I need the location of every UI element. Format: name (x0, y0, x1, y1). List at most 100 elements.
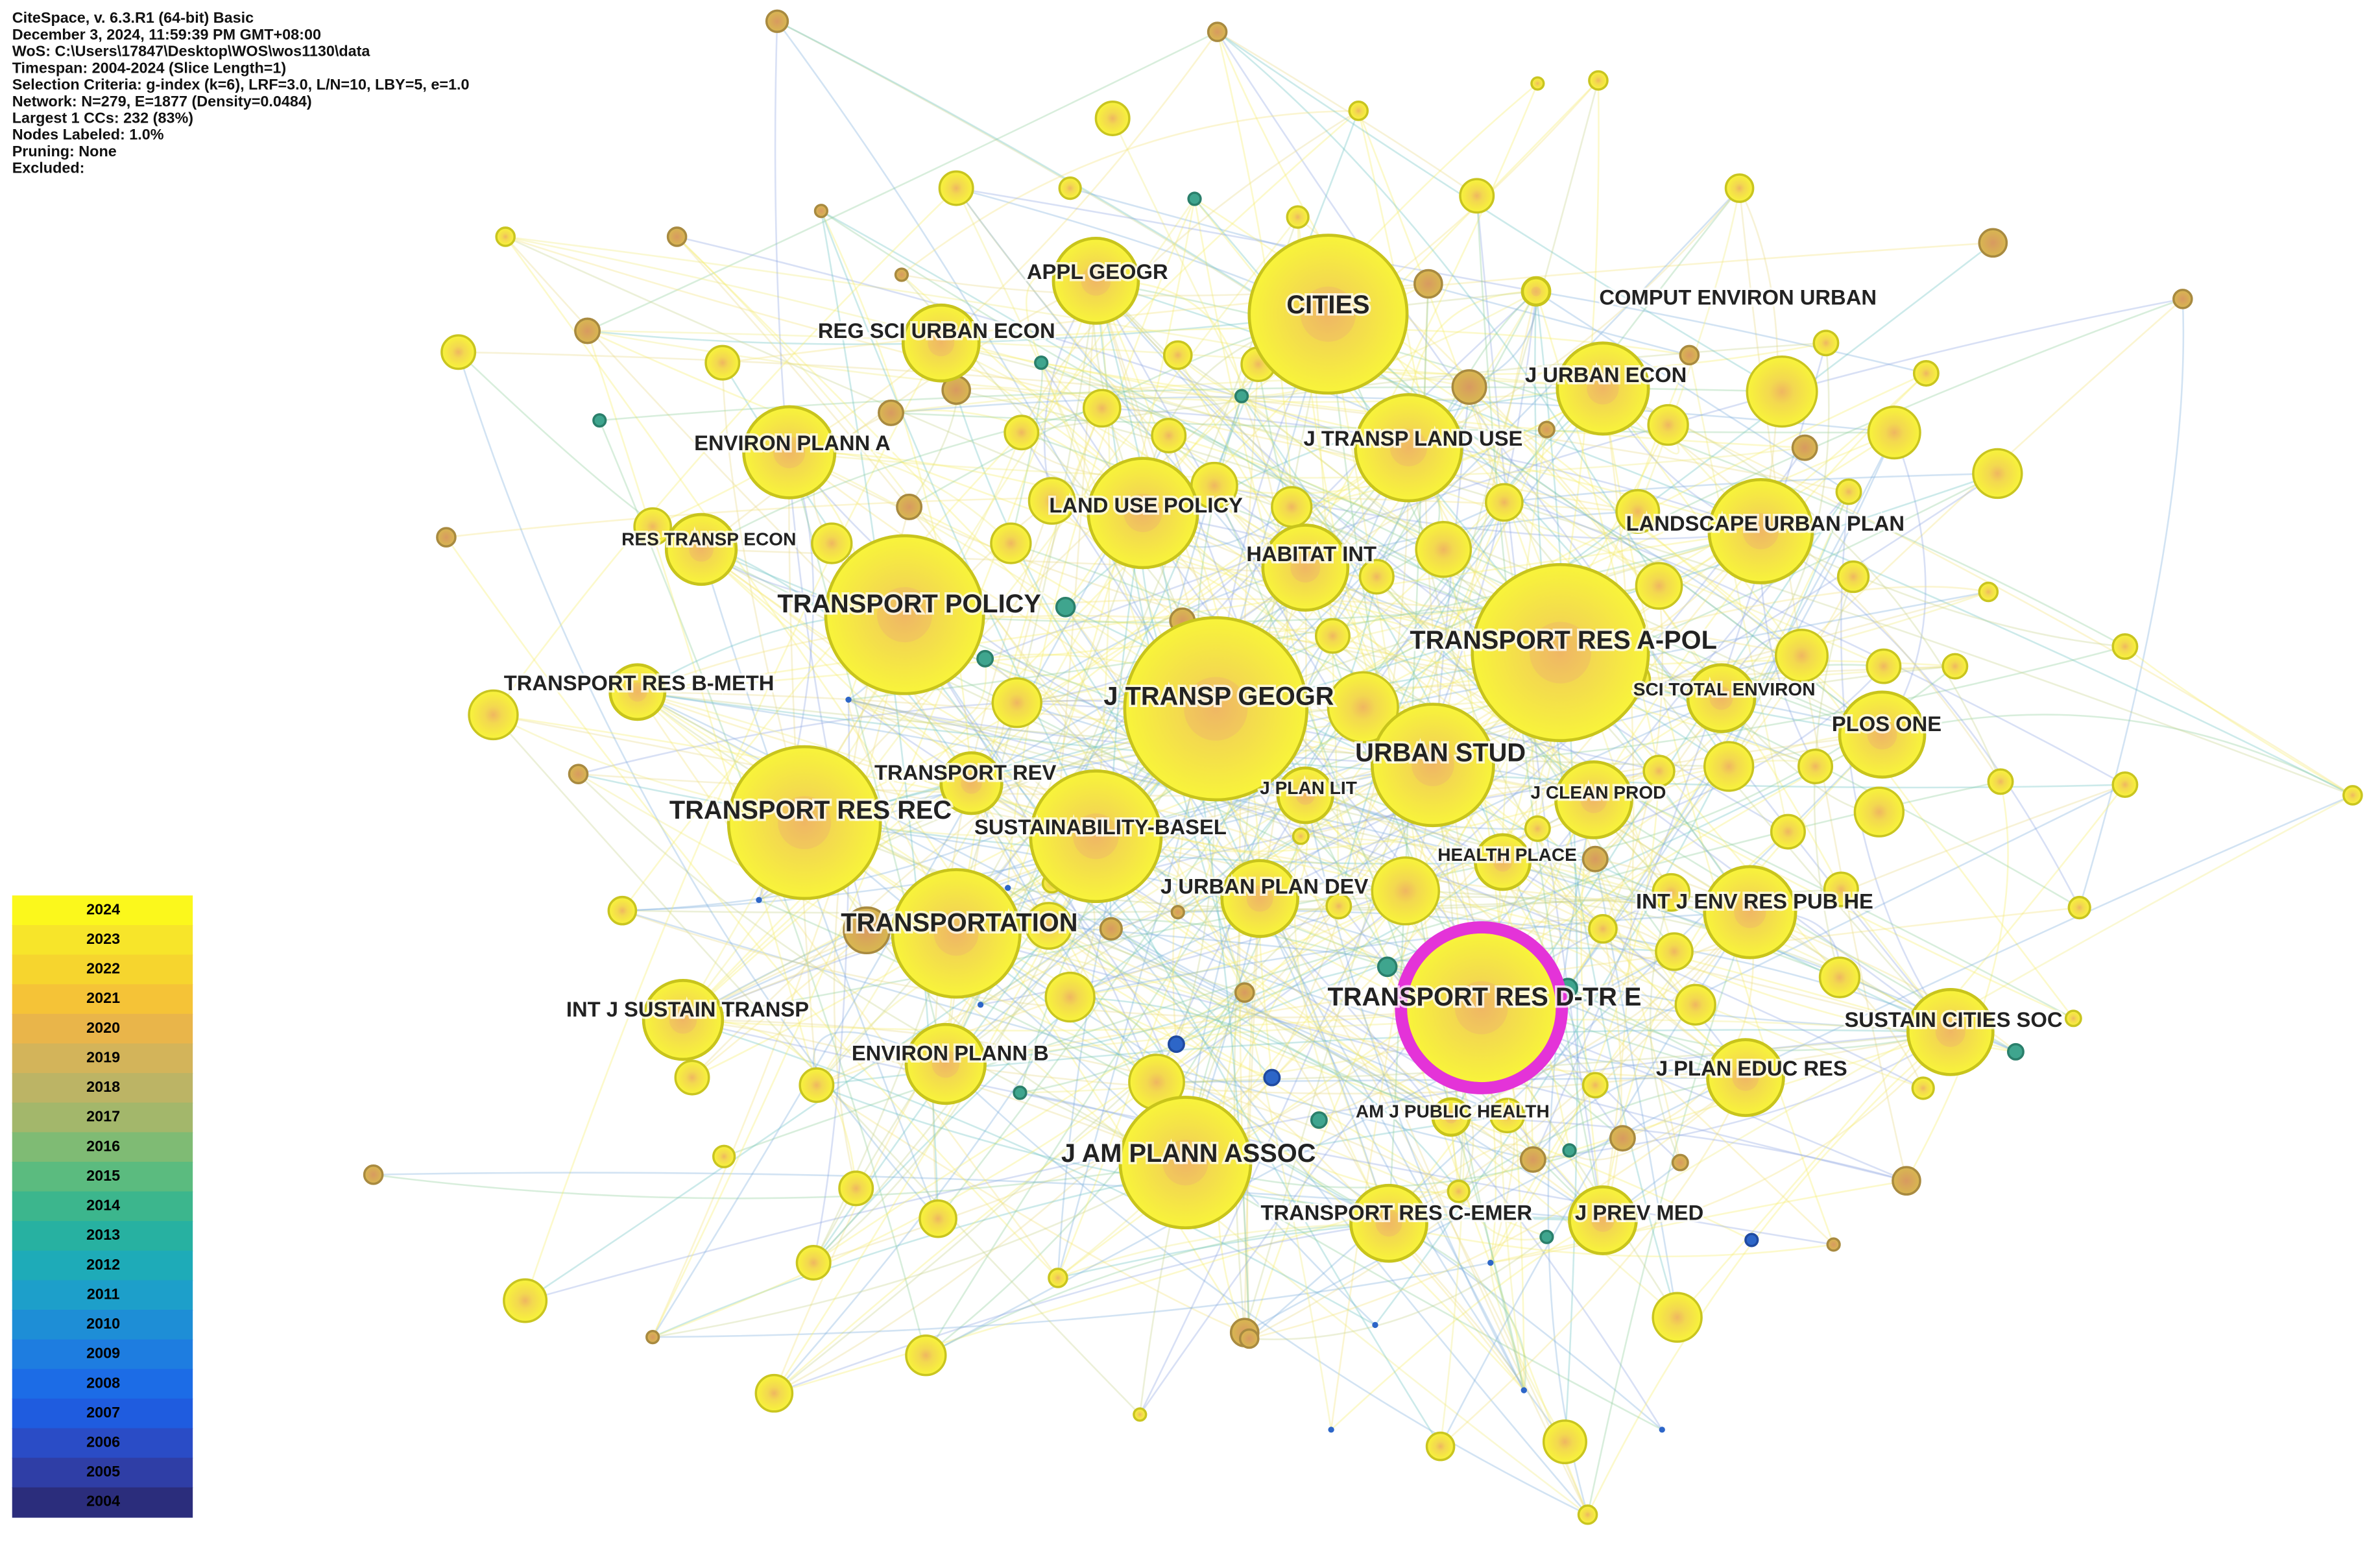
legend-swatch (12, 1221, 193, 1251)
node (1744, 1233, 1759, 1247)
node (1451, 369, 1487, 405)
edge (682, 1018, 1186, 1164)
node (1034, 355, 1049, 370)
node-core (1412, 743, 1454, 786)
node (1425, 1431, 1456, 1462)
node (1151, 417, 1187, 453)
edge (1194, 199, 1589, 1515)
edge (652, 1114, 1508, 1338)
edge (1070, 890, 1406, 998)
node (1025, 902, 1073, 950)
edge (1476, 195, 1604, 1221)
edge (1721, 665, 1955, 699)
edge (682, 1018, 1460, 1192)
edge (945, 1031, 1951, 1095)
node (1459, 178, 1495, 214)
legend-label: 2023 (86, 930, 120, 947)
edge (636, 691, 1245, 994)
edge (1760, 530, 2080, 908)
legend-label: 2005 (86, 1463, 120, 1480)
edge (1502, 80, 1600, 863)
node-core (1867, 719, 1897, 750)
node-label: SCI TOTAL ENVIRON (1633, 679, 1816, 699)
edge (701, 548, 1340, 907)
edge (891, 396, 1895, 434)
node (727, 745, 882, 900)
node-core (1162, 1139, 1208, 1186)
node (1655, 932, 1694, 971)
node-label: J PREV MED (1575, 1200, 1703, 1224)
header-line: December 3, 2024, 11:59:39 PM GMT+08:00 (12, 26, 321, 43)
edge (1532, 343, 1827, 1160)
node-label: APPL GEOGR (1027, 259, 1168, 283)
node (990, 522, 1032, 564)
node (1912, 360, 1940, 387)
edge (1327, 313, 1730, 767)
edge (848, 699, 1924, 1089)
header-line: Excluded: (12, 160, 85, 176)
node (1686, 663, 1757, 734)
node (1703, 741, 1755, 792)
edge (1602, 387, 2353, 797)
node (2111, 771, 2139, 799)
header-line: Network: N=279, E=1877 (Density=0.0484) (12, 93, 312, 110)
edge (682, 1018, 1376, 1326)
edge (773, 996, 1071, 1394)
edge (1374, 491, 1850, 1326)
edge (904, 614, 1589, 1515)
node (363, 1164, 384, 1185)
node (1521, 1387, 1527, 1393)
node-labels: CITIES APPL GEOGR COMPUT ENVIRON URBAN REG … (501, 257, 2065, 1227)
edge (1905, 781, 2009, 1181)
node-core (1529, 621, 1591, 684)
legend-swatch (12, 1398, 193, 1429)
node-core (1742, 513, 1779, 549)
edge (1057, 313, 1329, 1279)
node (1004, 415, 1040, 451)
edge (637, 530, 1761, 693)
node-core (933, 911, 979, 956)
node (1642, 754, 1676, 788)
edge (1376, 576, 1594, 801)
legend-swatch (12, 1250, 193, 1281)
node (1866, 648, 1902, 684)
node (905, 1334, 947, 1377)
edge (1388, 911, 1751, 1224)
legend-label: 2008 (86, 1374, 120, 1391)
edge (1021, 342, 1827, 434)
edge (1111, 928, 1604, 1222)
node-core (1246, 885, 1273, 912)
node-label: SUSTAINABILITY-BASEL (974, 815, 1227, 839)
node-core (932, 1050, 960, 1078)
edge (1537, 828, 1746, 1079)
node-label: HEALTH PLACE (1437, 845, 1577, 865)
node-core (1375, 1210, 1402, 1237)
node-label: LAND USE POLICY (1049, 493, 1243, 517)
edge (1293, 795, 1390, 1224)
node (991, 677, 1042, 729)
node (1818, 956, 1861, 998)
node (1911, 1076, 1935, 1100)
edge (1016, 530, 1761, 704)
node-label: J AM PLANN ASSOC (1061, 1139, 1316, 1168)
node (633, 507, 673, 546)
edge (1240, 396, 1289, 899)
node-core (773, 436, 806, 468)
edge (1216, 31, 1783, 392)
node (642, 979, 725, 1061)
edge (1602, 794, 2353, 1222)
node (440, 334, 477, 370)
node (1133, 1407, 1148, 1422)
node (1987, 768, 2014, 795)
edge (1587, 911, 1751, 1515)
node (704, 344, 741, 381)
node (1797, 748, 1834, 784)
edge (925, 1222, 1389, 1356)
edge (1184, 1162, 1663, 1431)
node-core (1580, 786, 1607, 813)
node (664, 512, 738, 586)
legend-label: 2011 (87, 1285, 120, 1302)
edge (941, 342, 2353, 797)
edge (1439, 911, 1751, 1447)
node (1892, 1166, 1921, 1196)
